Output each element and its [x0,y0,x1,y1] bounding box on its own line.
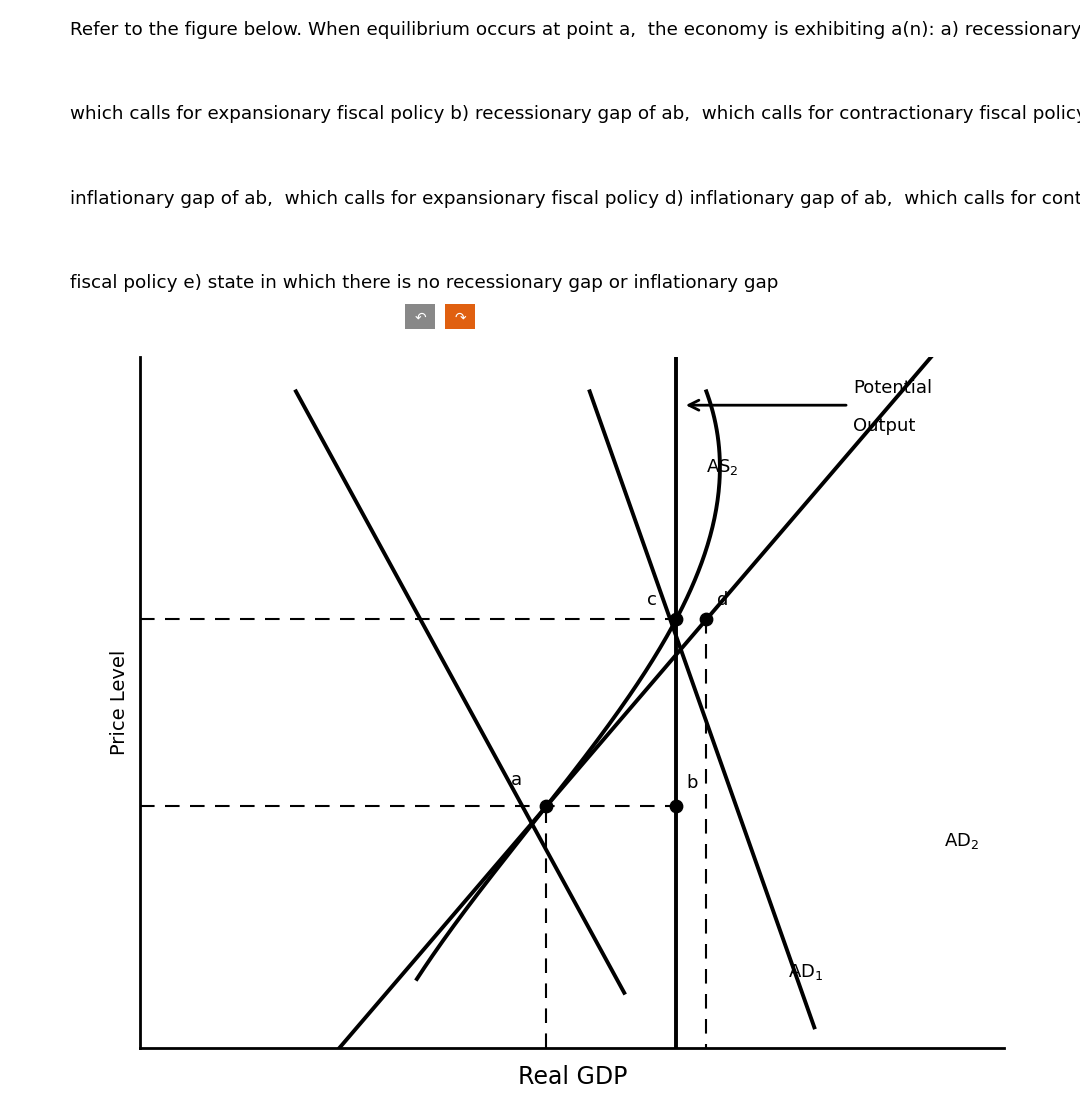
Text: inflationary gap of ab,  which calls for expansionary fiscal policy d) inflation: inflationary gap of ab, which calls for … [70,190,1080,207]
Text: Output: Output [853,417,916,435]
Text: c: c [647,591,657,609]
Text: AD$_1$: AD$_1$ [788,962,824,982]
Text: AS$_2$: AS$_2$ [706,457,739,477]
Text: Potential: Potential [853,379,932,397]
Point [698,611,715,629]
Text: a: a [511,770,523,789]
Text: ↷: ↷ [455,311,465,324]
Text: d: d [717,591,728,609]
Text: fiscal policy e) state in which there is no recessionary gap or inflationary gap: fiscal policy e) state in which there is… [70,274,779,292]
Point [538,797,555,815]
Text: AD$_2$: AD$_2$ [944,831,978,851]
Text: Refer to the figure below. When equilibrium occurs at point a,  the economy is e: Refer to the figure below. When equilibr… [70,21,1080,39]
X-axis label: Real GDP: Real GDP [517,1065,627,1088]
Text: ↶: ↶ [415,311,426,324]
Y-axis label: Price Level: Price Level [110,650,130,755]
Text: which calls for expansionary fiscal policy b) recessionary gap of ab,  which cal: which calls for expansionary fiscal poli… [70,106,1080,124]
Point [667,611,685,629]
Point [667,797,685,815]
Text: b: b [687,774,698,793]
